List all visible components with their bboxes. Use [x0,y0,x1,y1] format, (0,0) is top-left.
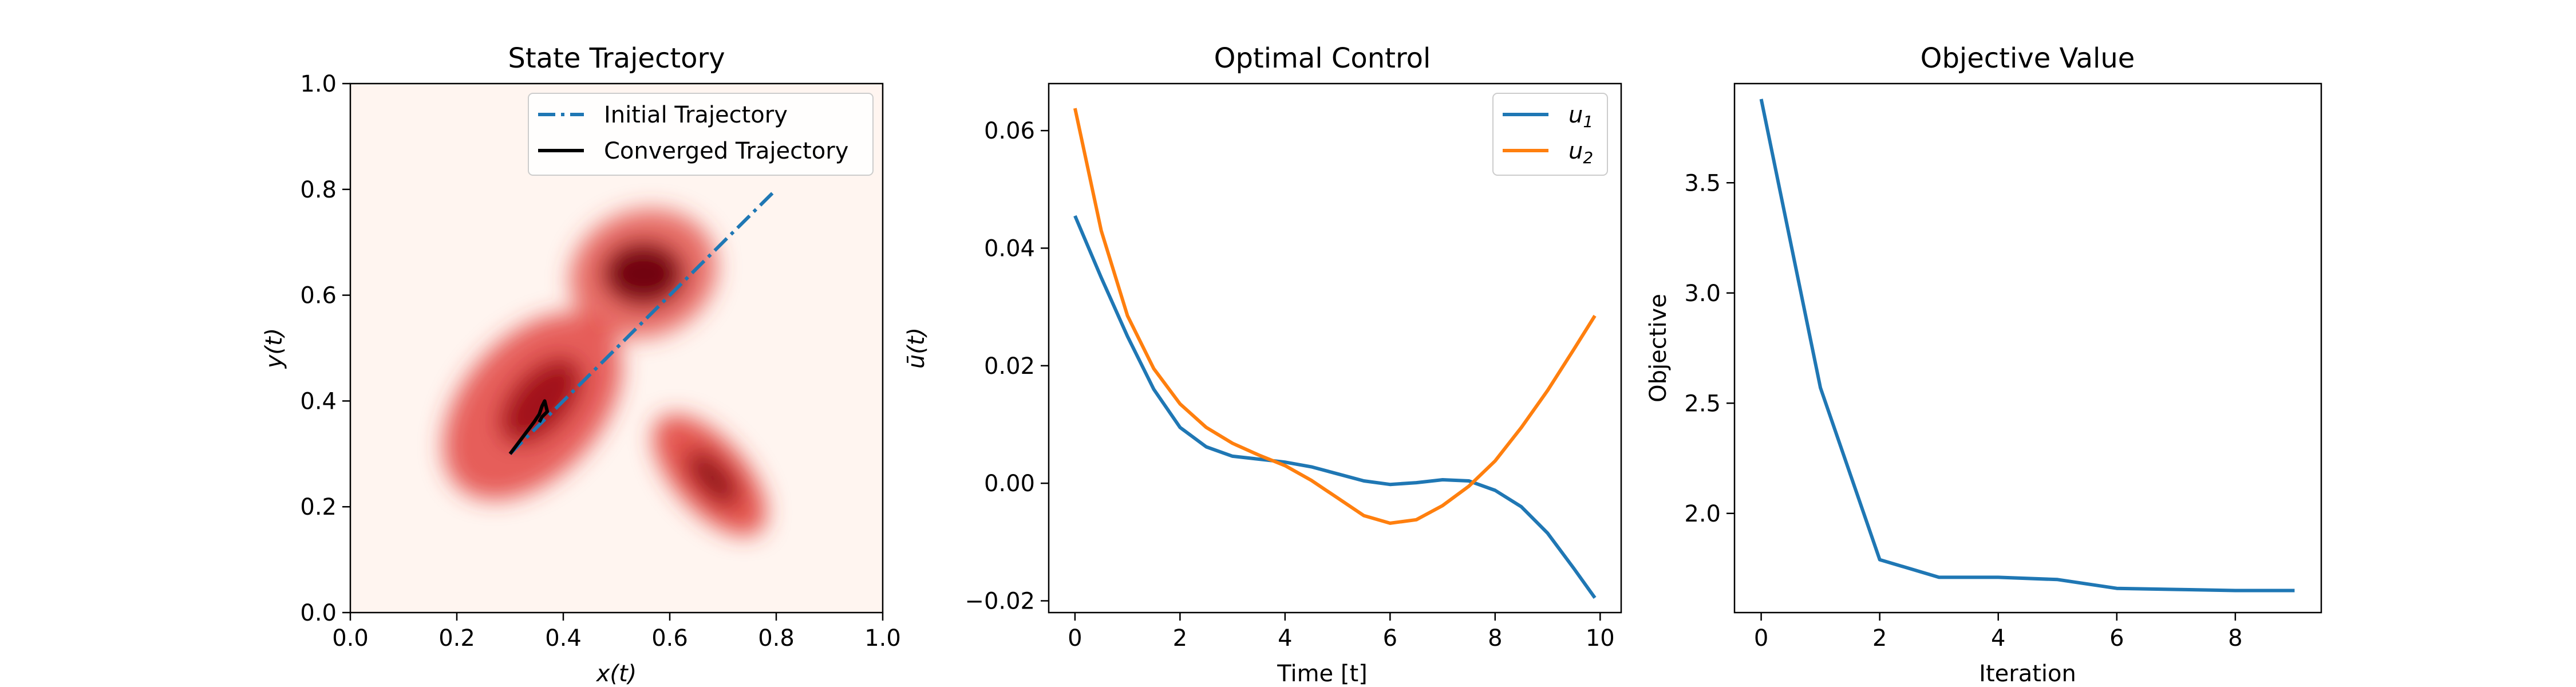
x-tick-label: 10 [1586,625,1615,652]
x-tick-label: 0 [1068,625,1082,652]
legend-u2-subscript: 2 [1583,148,1593,167]
legend-box [528,93,874,176]
panel2-frame [1048,82,1622,614]
x-tick-label: 0.4 [545,625,582,652]
x-tick-label: 6 [2109,625,2124,652]
panel2-ticks: 0 2 4 6 8 10 −0.02 0.00 0.02 0.04 0.06 [965,118,1614,652]
y-tick-label: 3.5 [1684,170,1721,196]
y-tick-label: 0.0 [300,600,337,626]
objective-value-panel: Objective Value 0 2 4 6 8 2.0 2.5 3.0 3.5 Iterat… [1645,42,2322,687]
y-tick-label: −0.02 [965,588,1035,614]
y-tick-label: 0.2 [300,494,337,520]
panel1-ylabel: y(t) [261,328,287,369]
y-tick-label: 0.04 [984,235,1035,262]
density-blob-left-core [500,358,582,444]
x-tick-label: 4 [1991,625,2005,652]
density-blob-lower-core [686,450,739,506]
panel3-title: Objective Value [1921,42,2135,74]
legend-u1-letter: u [1568,102,1583,128]
optimal-control-panel: Optimal Control 0 2 4 6 8 10 −0.02 0.00 0.02 0.04… [903,42,1622,687]
density-blobs [443,209,767,536]
x-tick-label: 4 [1278,625,1292,652]
legend-u2-label: u2 [1568,138,1593,167]
panel2-legend: u1 u2 [1492,93,1608,176]
u2-series-line [1073,108,1597,525]
u1-series-line [1073,215,1597,599]
x-tick-label: 6 [1383,625,1397,652]
panel3-frame [1733,82,2322,614]
y-tick-label: 0.8 [300,177,337,203]
legend-u2-letter: u [1568,138,1583,164]
y-tick-label: 1.0 [300,71,337,97]
y-tick-label: 0.00 [984,471,1035,497]
y-tick-label: 0.06 [984,118,1035,144]
panel3-ylabel: Objective [1645,294,1672,402]
y-tick-label: 2.5 [1684,390,1721,417]
panel2-xlabel: Time [t] [1277,661,1368,687]
legend-initial-label: Initial Trajectory [604,102,788,128]
y-tick-label: 3.0 [1684,281,1721,307]
initial-trajectory-line [508,188,778,455]
state-trajectory-panel: State Trajectory 0.0 0.2 0.4 0.6 0.8 1.00.00.… [261,42,901,687]
legend-u1-label: u1 [1568,102,1593,131]
objective-series-line [1759,98,2295,593]
x-tick-label: 1.0 [864,625,901,652]
panel3-ticks: 0 2 4 6 8 2.0 2.5 3.0 3.5 [1684,170,2242,652]
density-blob-upper-core [603,242,683,305]
objective-plot-area [1759,98,2295,593]
panel1-ticks: 0.0 0.2 0.4 0.6 0.8 1.0 0.0 0.2 0.4 0.6 0.8 1.0 [300,71,900,652]
panel3-xlabel: Iteration [1979,661,2076,687]
x-tick-label: 0 [1754,625,1768,652]
y-tick-label: 0.6 [300,283,337,309]
panel1-legend: Initial Trajectory Converged Trajectory [528,93,874,176]
panel1-xlabel: x(t) [595,661,637,687]
x-tick-label: 2 [1173,625,1187,652]
panel1-title: State Trajectory [508,42,725,74]
x-tick-label: 8 [1488,625,1502,652]
x-tick-label: 8 [2228,625,2242,652]
x-tick-label: 0.6 [651,625,688,652]
x-tick-label: 0.0 [332,625,369,652]
y-tick-label: 0.4 [300,388,337,414]
converged-trajectory-line [508,399,550,455]
panel1-frame [349,82,884,614]
y-tick-label: 2.0 [1684,501,1721,527]
x-tick-label: 0.2 [438,625,475,652]
x-tick-label: 2 [1872,625,1887,652]
panel2-ylabel: ū(t) [903,327,930,369]
control-plot-area [1073,108,1597,599]
x-tick-label: 0.8 [758,625,795,652]
legend-converged-label: Converged Trajectory [604,138,848,164]
y-tick-label: 0.02 [984,353,1035,380]
panel2-title: Optimal Control [1214,42,1431,74]
legend-u1-subscript: 1 [1583,112,1593,131]
